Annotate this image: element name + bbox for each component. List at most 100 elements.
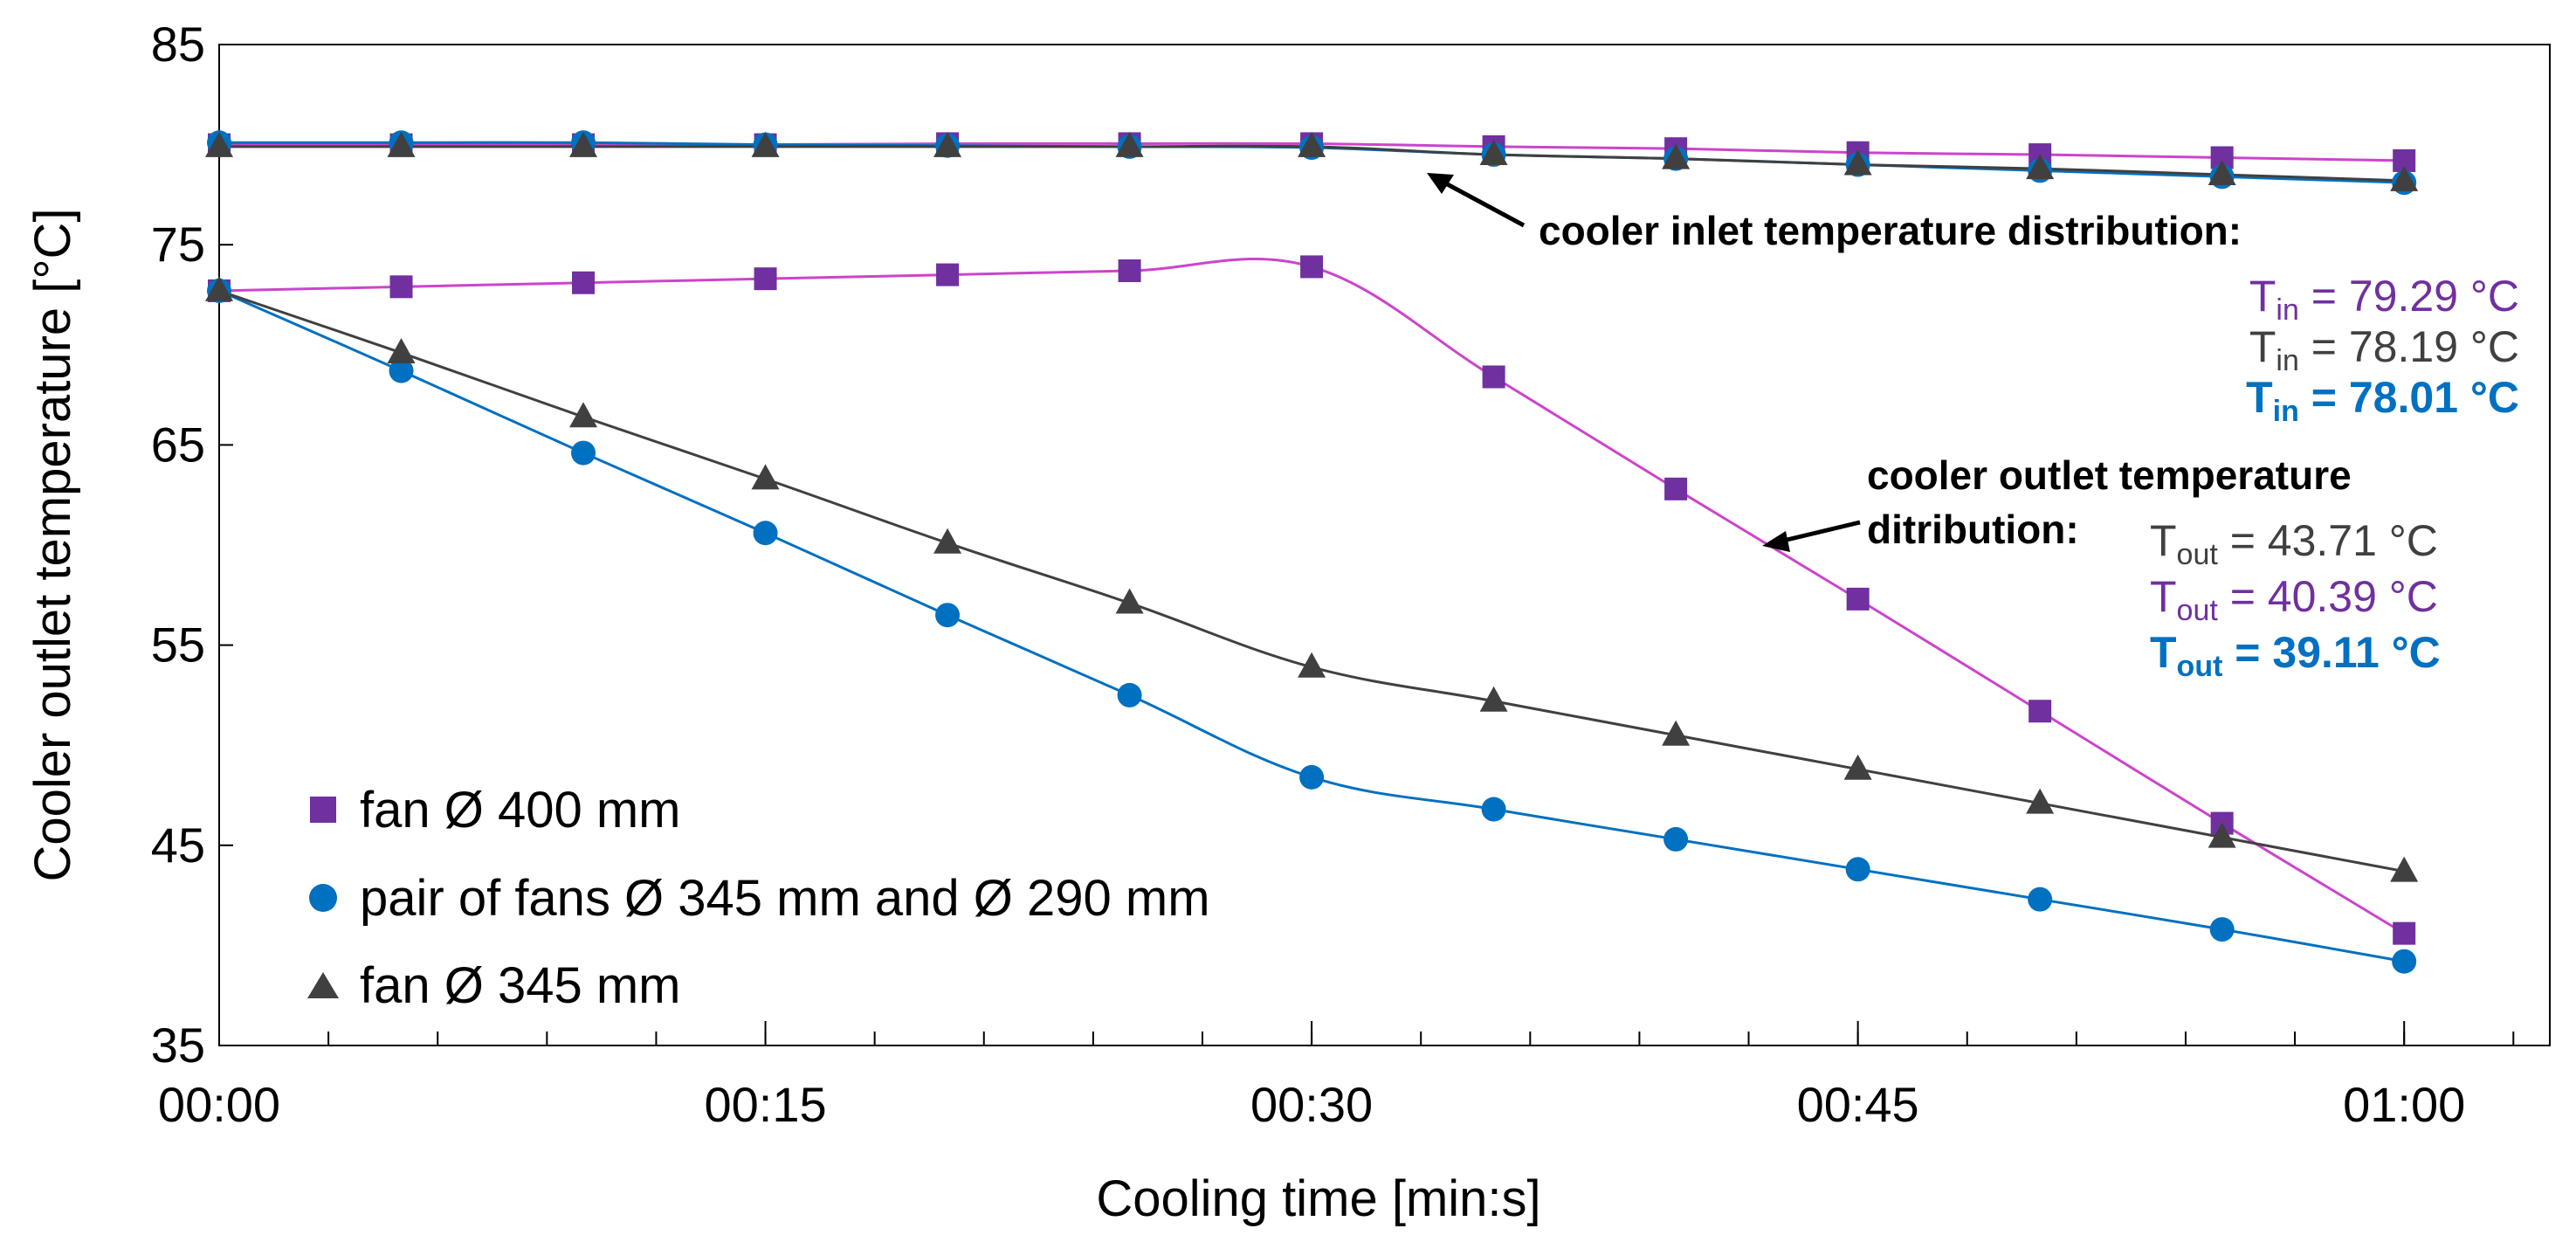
x-tick-label: 00:00 [158, 1077, 280, 1132]
series-1-outlet-point [389, 275, 413, 299]
series-3-outlet-point [1843, 754, 1872, 780]
inlet-value-1: Tin = 79.29 °C [2249, 272, 2519, 327]
series-2-outlet-point [389, 358, 414, 383]
series-3-outlet-point [1298, 652, 1326, 678]
series-3-inlet-point [2390, 165, 2419, 191]
series-3-inlet-point [205, 131, 233, 157]
series-1-outlet-point [1300, 255, 1324, 279]
outlet-value-1-sub: out [2177, 538, 2219, 571]
series-1-outlet-point [1846, 587, 1870, 611]
inlet-value-2-text: = 78.19 °C [2299, 322, 2519, 371]
inlet-value-1-text: = 79.29 °C [2299, 272, 2519, 321]
outlet-value-3-text: = 39.11 °C [2222, 628, 2440, 677]
x-axis-title: Cooling time [min:s] [1096, 1170, 1540, 1227]
outlet-value-2-text: = 40.39 °C [2218, 572, 2438, 621]
series-1-outlet-point [754, 267, 777, 291]
x-tick-label: 01:00 [2343, 1077, 2465, 1132]
legend-label-2: pair of fans Ø 345 mm and Ø 290 mm [360, 870, 1210, 927]
plot-area [218, 44, 2551, 1046]
y-ticks: 35 45 55 65 75 85 [151, 17, 233, 1073]
inlet-arrow-head [1427, 173, 1454, 194]
series-3-inlet-point [1115, 131, 1144, 157]
series-3-outlet-point [2390, 856, 2419, 882]
x-tick-label: 00:15 [704, 1077, 826, 1132]
outlet-annotation: cooler outlet temperature ditribution: T… [1762, 452, 2441, 683]
inlet-value-3-sub: in [2273, 395, 2299, 428]
outlet-value-2: Tout = 40.39 °C [2150, 572, 2438, 627]
series-2-outlet-point [935, 603, 961, 628]
series-3-inlet-point [1298, 131, 1326, 157]
series-1-outlet-point [1118, 259, 1141, 282]
series-3-inlet-point [387, 131, 416, 157]
inlet-annotation: cooler inlet temperature distribution: T… [1427, 173, 2519, 428]
outlet-value-1-symbol: T [2150, 516, 2177, 565]
series-3-outlet-point [1115, 588, 1144, 614]
series-3-inlet-point [933, 131, 962, 157]
x-ticks: 00:00 00:15 00:30 00:45 01:00 [158, 1021, 2465, 1132]
x-tick-label: 00:45 [1797, 1077, 1919, 1132]
outlet-value-3: Tout = 39.11 °C [2150, 628, 2441, 683]
series-3-outlet-point [2026, 788, 2055, 814]
inlet-value-1-symbol: T [2249, 272, 2276, 321]
y-tick-label: 75 [151, 217, 205, 272]
x-tick-label: 00:30 [1250, 1077, 1373, 1132]
legend-square-marker [310, 797, 336, 823]
series-3-inlet-point [751, 131, 780, 157]
inlet-value-1-sub: in [2276, 293, 2298, 327]
series-3-inlet-point [569, 131, 598, 157]
series-3-outlet-point [569, 402, 598, 428]
series-3-outlet-point [205, 275, 233, 301]
series-1-outlet-point [1664, 477, 1688, 500]
inlet-value-3: Tin = 78.01 °C [2246, 373, 2519, 428]
series-3-outlet-point [1662, 720, 1691, 746]
series-3-inlet-point [1479, 140, 1508, 166]
series-3-inlet-point [2026, 154, 2055, 180]
legend-label-1: fan Ø 400 mm [360, 782, 680, 838]
inlet-annotation-title: cooler inlet temperature distribution: [1539, 208, 2242, 253]
inlet-value-3-text: = 78.01 °C [2299, 373, 2519, 422]
y-tick-label: 65 [151, 417, 205, 472]
inlet-value-2-symbol: T [2249, 322, 2276, 371]
outlet-value-3-symbol: T [2150, 628, 2177, 677]
y-tick-label: 45 [151, 818, 205, 873]
inlet-value-2-sub: in [2276, 344, 2298, 377]
inlet-value-2: Tin = 78.19 °C [2249, 322, 2519, 377]
series-3-outlet-point [387, 337, 416, 363]
series-3-outlet-point [751, 464, 780, 490]
series-1-outlet-point [572, 271, 596, 294]
series-2-outlet-point [2392, 949, 2417, 974]
series-2-outlet-point [1845, 857, 1870, 882]
series-markers [205, 130, 2419, 974]
outlet-annotation-title-line2: ditribution: [1867, 507, 2079, 552]
series-1-outlet-point [1482, 365, 1505, 389]
series-3-outlet-point [933, 528, 962, 554]
series-1-outlet-point [2028, 700, 2052, 723]
outlet-value-1: Tout = 43.71 °C [2150, 516, 2438, 571]
series-2-outlet-point [2209, 917, 2235, 942]
series-2-outlet-point [1117, 682, 1142, 707]
series-2-outlet-point [1299, 764, 1325, 790]
outlet-value-2-symbol: T [2150, 572, 2177, 621]
series-1-outlet-point [936, 263, 960, 286]
series-2-outlet-point [753, 521, 778, 546]
series-3-outlet-point [1479, 686, 1508, 712]
y-tick-label: 35 [151, 1018, 205, 1073]
series-2-outlet-point [571, 440, 596, 466]
series-3-outlet-point [2208, 822, 2236, 848]
legend-triangle-marker [307, 972, 339, 998]
y-tick-label: 85 [151, 17, 205, 72]
y-axis-title: Cooler outlet temperature [°C] [24, 208, 81, 881]
outlet-arrow-head [1762, 531, 1790, 552]
series-1-outlet-point [2393, 921, 2416, 945]
series-2-outlet-point [2028, 887, 2053, 912]
series-2-outlet-point [1481, 797, 1506, 822]
inlet-arrow-line [1439, 178, 1526, 228]
outlet-annotation-title-line1: cooler outlet temperature [1867, 452, 2352, 498]
series-3-inlet-point [2208, 159, 2236, 185]
outlet-value-3-sub: out [2177, 650, 2223, 683]
series-3-inlet-point [1843, 149, 1872, 176]
inlet-value-3-symbol: T [2246, 373, 2273, 422]
x-minor-ticks [327, 1032, 2515, 1045]
outlet-arrow-line [1779, 520, 1861, 544]
outlet-value-1-text: = 43.71 °C [2218, 516, 2438, 565]
